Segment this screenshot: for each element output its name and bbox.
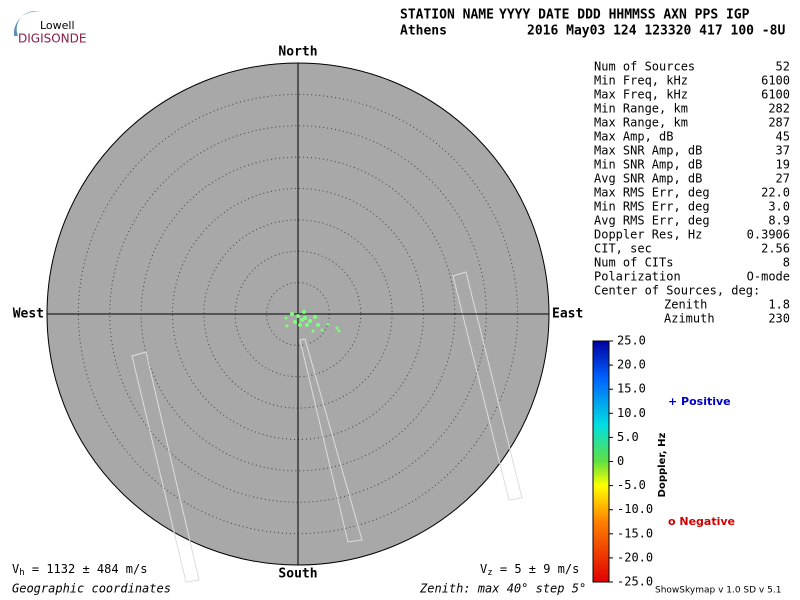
vz-text: = 5 ± 9 m/s <box>493 562 580 576</box>
stat-value: 19 <box>776 158 790 172</box>
vz: Vz = 5 ± 9 m/s <box>480 562 579 578</box>
zenith-info: Zenith: max 40° step 5° <box>419 582 586 596</box>
compass-label: South <box>278 567 317 582</box>
colorbar-tick-label: 20.0 <box>617 358 646 372</box>
stat-value: 230 <box>768 312 790 326</box>
vh-subscript: h <box>19 568 24 578</box>
stat-value: 8.9 <box>768 214 790 228</box>
stat-label: Min RMS Err, deg <box>594 200 710 214</box>
stat-label: Max Freq, kHz <box>594 88 688 102</box>
colorbar-tick-label: -25.0 <box>617 575 653 589</box>
stats-table: Num of Sources 52 Min Freq, kHz 6100 Max Fre… <box>594 60 790 326</box>
compass-label: West <box>13 307 44 322</box>
vh: Vh = 1132 ± 484 m/s <box>12 562 147 578</box>
vz-symbol: V <box>480 562 487 576</box>
logo-bottom: DIGISONDE <box>18 32 86 46</box>
stat-value: 0.3906 <box>747 228 790 242</box>
colorbar-tick-label: 15.0 <box>617 382 646 396</box>
stat-value: 6100 <box>761 88 790 102</box>
header-value: Athens <box>400 24 447 39</box>
stat-label: Polarization <box>594 270 681 284</box>
header-label: YYYY DATE DDD HHMMSS AXN PPS IGP <box>499 8 750 23</box>
stat-value: 6100 <box>761 74 790 88</box>
stat-label: Azimuth <box>664 312 715 326</box>
stat-label: Avg SNR Amp, dB <box>594 172 702 186</box>
colorbar-tick-label: -10.0 <box>617 502 653 516</box>
colorbar-tick-label: -20.0 <box>617 550 653 564</box>
colorbar-tick-label: 0 <box>617 454 624 468</box>
vh-symbol: V <box>12 562 19 576</box>
colorbar-tick-label: 10.0 <box>617 406 646 420</box>
coordinates: Geographic coordinates <box>12 582 171 596</box>
stat-value: 282 <box>768 102 790 116</box>
stat-value: O-mode <box>747 270 790 284</box>
colorbar-tick-label: 5.0 <box>617 430 639 444</box>
stat-value: 27 <box>776 172 790 186</box>
stat-label: Min Range, km <box>594 102 688 116</box>
logo-swoosh <box>13 11 40 36</box>
stat-label: Num of Sources <box>594 60 695 74</box>
stat-label: Max Amp, dB <box>594 130 673 144</box>
colorbar-label: Doppler, Hz <box>657 433 668 498</box>
colorbar-tick-label: -5.0 <box>617 478 646 492</box>
legend-positive: + Positive <box>668 395 731 408</box>
stat-value: 1.8 <box>768 298 790 312</box>
compass-label: East <box>552 307 583 322</box>
stat-heading: Center of Sources, deg: <box>594 284 760 298</box>
header-value: 2016 May03 124 123320 417 100 -8U <box>527 24 785 39</box>
stat-label: Doppler Res, Hz <box>594 228 702 242</box>
vz-subscript: z <box>487 568 492 578</box>
version: ShowSkymap v 1.0 SD v 5.1 <box>655 586 781 596</box>
compass-label: North <box>278 45 317 60</box>
colorbar-tick-label: -15.0 <box>617 526 653 540</box>
artifacts <box>131 271 523 583</box>
stat-label: Min Freq, kHz <box>594 74 688 88</box>
header-label: STATION NAME <box>400 8 494 23</box>
stat-value: 52 <box>776 60 790 74</box>
stat-value: 45 <box>776 130 790 144</box>
vh-text: = 1132 ± 484 m/s <box>25 562 148 576</box>
colorbar-tick-label: 25.0 <box>617 334 646 348</box>
stat-value: 22.0 <box>761 186 790 200</box>
stat-value: 3.0 <box>768 200 790 214</box>
colorbar <box>592 340 610 583</box>
colorbar-ticks: 25.0 20.0 15.0 10.0 5.0 0 -5.0 -10.0 -15.0 -20.0 -… <box>609 334 653 589</box>
legend-negative: o Negative <box>668 515 735 528</box>
stat-label: Max RMS Err, deg <box>594 186 710 200</box>
stat-label: Max SNR Amp, dB <box>594 144 702 158</box>
stat-label: Avg RMS Err, deg <box>594 214 710 228</box>
stat-label: CIT, sec <box>594 242 652 256</box>
logo-top: Lowell <box>40 19 75 32</box>
stat-value: 37 <box>776 144 790 158</box>
stat-value: 2.56 <box>761 242 790 256</box>
stat-value: 287 <box>768 116 790 130</box>
stat-label: Min SNR Amp, dB <box>594 158 702 172</box>
stat-label: Num of CITs <box>594 256 673 270</box>
stat-value: 8 <box>783 256 790 270</box>
sources <box>284 310 341 333</box>
stat-label: Zenith <box>664 298 707 312</box>
stat-label: Max Range, km <box>594 116 688 130</box>
